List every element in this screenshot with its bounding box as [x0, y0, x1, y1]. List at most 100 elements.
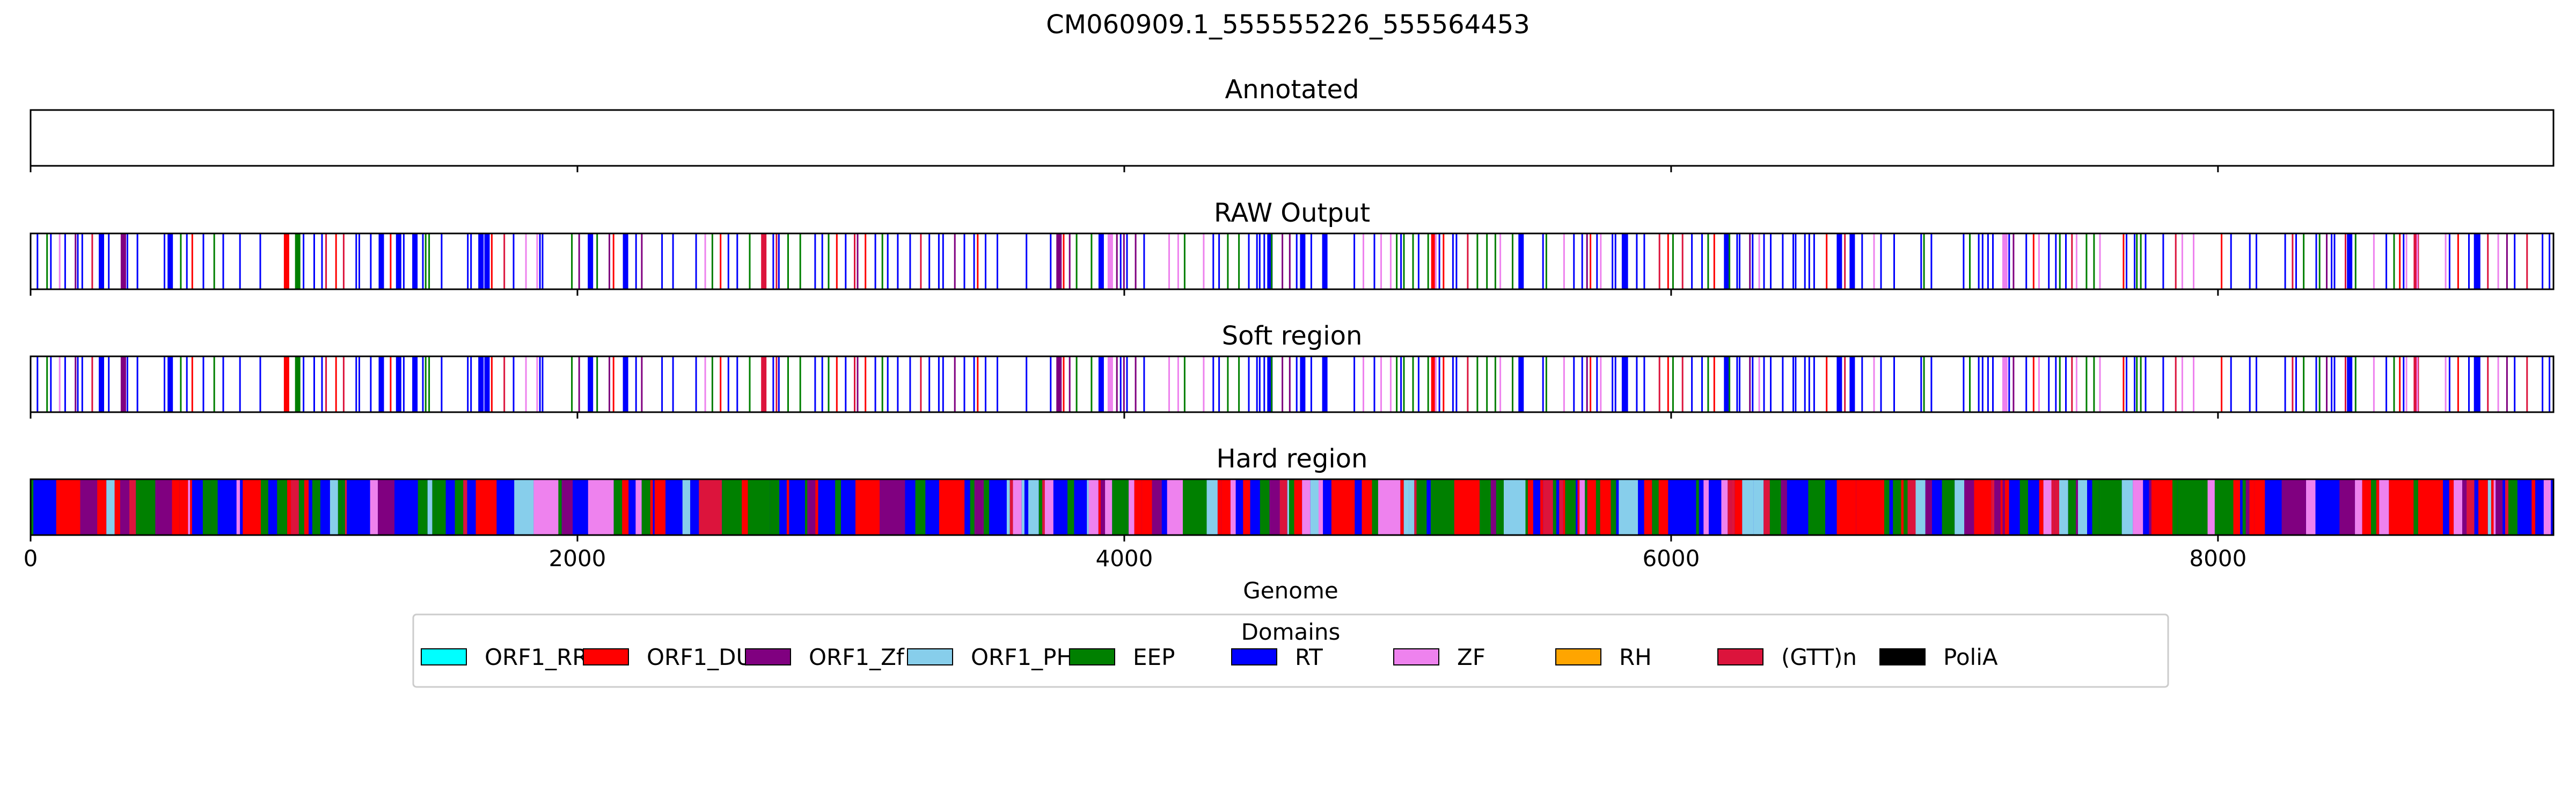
domain-mark — [277, 479, 284, 535]
domain-mark — [2543, 479, 2551, 535]
legend-item: PoliA — [1879, 644, 1998, 670]
domain-mark — [2405, 233, 2407, 289]
domain-mark — [1713, 233, 1715, 289]
domain-marks — [31, 479, 2553, 535]
domain-mark — [1389, 356, 1392, 412]
domain-mark — [46, 356, 48, 412]
domain-mark — [1494, 233, 1496, 289]
legend-swatch — [583, 648, 629, 665]
domain-mark — [920, 356, 922, 412]
domain-mark — [2531, 479, 2536, 535]
domain-mark — [1753, 479, 1764, 535]
domain-mark — [1389, 233, 1392, 289]
domain-mark — [1787, 479, 1809, 535]
domain-mark — [1430, 479, 1454, 535]
domain-mark — [213, 233, 215, 289]
domain-mark — [612, 233, 614, 289]
domain-mark — [422, 356, 424, 412]
domain-mark — [1091, 356, 1093, 412]
domain-mark — [836, 233, 838, 289]
domain-mark — [261, 479, 268, 535]
domain-mark — [222, 233, 224, 289]
domain-mark — [1518, 356, 1524, 412]
domain-mark — [358, 356, 360, 412]
domain-mark — [129, 479, 136, 535]
domain-mark — [525, 356, 527, 412]
domain-mark — [942, 356, 944, 412]
domain-mark — [665, 479, 671, 535]
domain-mark — [2478, 356, 2480, 412]
domain-mark — [2349, 479, 2355, 535]
domain-mark — [2002, 356, 2008, 412]
domain-mark — [985, 233, 986, 289]
domain-mark — [136, 479, 156, 535]
domain-mark — [2256, 356, 2257, 412]
domain-mark — [2497, 233, 2499, 289]
domain-mark — [2514, 356, 2516, 412]
domain-mark — [1724, 356, 1730, 412]
domain-mark — [2254, 479, 2265, 535]
domain-mark — [661, 233, 663, 289]
domain-mark — [2008, 233, 2010, 289]
domain-mark — [596, 356, 598, 412]
domain-mark — [1707, 233, 1709, 289]
domain-mark — [2315, 479, 2340, 535]
domain-mark — [370, 479, 378, 535]
domain-mark — [775, 356, 778, 412]
domain-mark — [75, 233, 77, 289]
domain-mark — [2134, 233, 2135, 289]
domain-mark — [1426, 479, 1431, 535]
domain-mark — [2126, 233, 2127, 289]
domain-mark — [2085, 356, 2088, 412]
domain-mark — [1915, 479, 1926, 535]
domain-mark — [622, 479, 629, 535]
domain-mark — [794, 479, 805, 535]
domain-mark — [1770, 356, 1772, 412]
domain-mark — [2075, 356, 2077, 412]
domain-mark — [306, 479, 309, 535]
domain-mark — [2457, 233, 2459, 289]
domain-mark — [897, 233, 899, 289]
domain-mark — [1795, 356, 1797, 412]
domain-mark — [650, 479, 653, 535]
domain-mark — [1063, 233, 1065, 289]
domain-mark — [1804, 233, 1806, 289]
domain-mark — [2506, 233, 2508, 289]
domain-mark — [1353, 233, 1356, 289]
domain-mark — [2019, 479, 2028, 535]
domain-mark — [1050, 233, 1052, 289]
domain-mark — [973, 233, 975, 289]
domain-mark — [641, 356, 643, 412]
domain-mark — [1373, 356, 1375, 412]
domain-mark — [180, 233, 182, 289]
domain-mark — [1112, 479, 1117, 535]
domain-mark — [1703, 479, 1709, 535]
domain-mark — [2570, 233, 2571, 289]
domain-mark — [284, 479, 288, 535]
domain-mark — [928, 356, 931, 412]
domain-mark — [1573, 356, 1575, 412]
legend-swatch — [1879, 648, 1926, 665]
domain-mark — [690, 479, 699, 535]
domain-mark — [2526, 356, 2528, 412]
domain-mark — [1920, 233, 1922, 289]
domain-mark — [2445, 356, 2447, 412]
domain-mark — [1758, 356, 1760, 412]
domain-mark — [1856, 479, 1881, 535]
domain-mark — [1480, 479, 1491, 535]
domain-mark — [711, 233, 713, 289]
domain-mark — [736, 356, 738, 412]
domain-mark — [2487, 233, 2489, 289]
domain-mark — [2448, 233, 2450, 289]
domain-mark — [609, 233, 610, 289]
domain-mark — [973, 356, 975, 412]
domain-mark — [2389, 479, 2414, 535]
domain-mark — [1323, 479, 1329, 535]
domain-mark — [1056, 233, 1062, 289]
domain-mark — [491, 233, 493, 289]
legend-item: ORF1_Zf — [745, 644, 905, 670]
domain-mark — [428, 233, 430, 289]
domain-mark — [1400, 233, 1402, 289]
legend-swatch — [1393, 648, 1439, 665]
domain-mark — [1565, 479, 1576, 535]
